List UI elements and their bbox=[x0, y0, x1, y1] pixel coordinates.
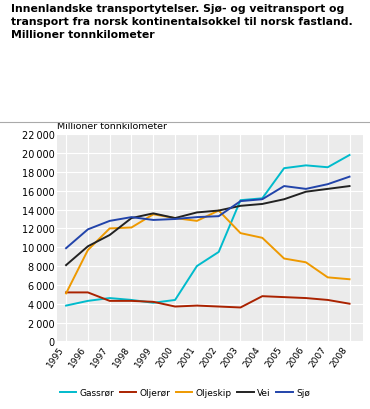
Oljeskip bbox=[260, 236, 265, 240]
Gassrør bbox=[216, 250, 221, 255]
Oljerør bbox=[282, 295, 286, 300]
Text: Millioner tonnkilometer: Millioner tonnkilometer bbox=[57, 122, 167, 131]
Oljerør bbox=[64, 290, 68, 295]
Gassrør bbox=[260, 196, 265, 201]
Sjø bbox=[216, 214, 221, 219]
Sjø bbox=[326, 182, 330, 187]
Oljeskip bbox=[238, 231, 243, 236]
Sjø bbox=[260, 197, 265, 202]
Oljeskip bbox=[107, 227, 112, 231]
Vei bbox=[129, 216, 134, 221]
Text: Innenlandske transportytelser. Sjø- og veitransport og
transport fra norsk konti: Innenlandske transportytelser. Sjø- og v… bbox=[11, 4, 353, 40]
Vei bbox=[260, 202, 265, 207]
Oljeskip bbox=[151, 212, 155, 217]
Gassrør bbox=[304, 164, 308, 169]
Vei bbox=[107, 233, 112, 238]
Sjø bbox=[151, 218, 155, 223]
Sjø bbox=[304, 187, 308, 192]
Oljeskip bbox=[347, 277, 352, 282]
Sjø bbox=[195, 215, 199, 220]
Oljerør bbox=[151, 300, 155, 305]
Oljeskip bbox=[326, 275, 330, 280]
Oljerør bbox=[173, 304, 177, 309]
Gassrør bbox=[85, 299, 90, 303]
Vei bbox=[238, 204, 243, 209]
Sjø bbox=[282, 184, 286, 189]
Vei bbox=[173, 216, 177, 221]
Line: Gassrør: Gassrør bbox=[66, 155, 350, 306]
Vei bbox=[195, 211, 199, 216]
Sjø bbox=[347, 175, 352, 180]
Gassrør bbox=[129, 298, 134, 303]
Oljeskip bbox=[129, 225, 134, 230]
Gassrør bbox=[151, 301, 155, 306]
Gassrør bbox=[64, 303, 68, 308]
Oljerør bbox=[107, 299, 112, 303]
Oljeskip bbox=[85, 248, 90, 253]
Oljeskip bbox=[195, 219, 199, 224]
Gassrør bbox=[173, 298, 177, 303]
Gassrør bbox=[195, 264, 199, 269]
Vei bbox=[347, 184, 352, 189]
Oljeskip bbox=[64, 291, 68, 296]
Vei bbox=[85, 244, 90, 249]
Legend: Gassrør, Oljerør, Oljeskip, Vei, Sjø: Gassrør, Oljerør, Oljeskip, Vei, Sjø bbox=[56, 384, 314, 400]
Vei bbox=[282, 197, 286, 202]
Oljerør bbox=[326, 298, 330, 303]
Oljeskip bbox=[304, 260, 308, 265]
Sjø bbox=[64, 246, 68, 251]
Sjø bbox=[85, 227, 90, 232]
Oljerør bbox=[347, 301, 352, 306]
Gassrør bbox=[347, 153, 352, 158]
Oljeskip bbox=[216, 209, 221, 213]
Oljeskip bbox=[173, 216, 177, 221]
Line: Vei: Vei bbox=[66, 187, 350, 265]
Vei bbox=[64, 263, 68, 268]
Line: Oljeskip: Oljeskip bbox=[66, 211, 350, 294]
Gassrør bbox=[282, 166, 286, 171]
Gassrør bbox=[238, 198, 243, 203]
Gassrør bbox=[107, 296, 112, 301]
Sjø bbox=[129, 215, 134, 220]
Oljerør bbox=[304, 296, 308, 301]
Oljerør bbox=[85, 290, 90, 295]
Sjø bbox=[238, 199, 243, 204]
Oljeskip bbox=[282, 256, 286, 261]
Oljerør bbox=[129, 299, 134, 303]
Oljerør bbox=[195, 303, 199, 308]
Sjø bbox=[173, 217, 177, 222]
Vei bbox=[326, 187, 330, 192]
Oljerør bbox=[216, 304, 221, 309]
Sjø bbox=[107, 219, 112, 224]
Gassrør bbox=[326, 165, 330, 170]
Vei bbox=[304, 190, 308, 195]
Vei bbox=[151, 211, 155, 216]
Line: Sjø: Sjø bbox=[66, 177, 350, 249]
Oljerør bbox=[260, 294, 265, 299]
Vei bbox=[216, 209, 221, 213]
Line: Oljerør: Oljerør bbox=[66, 293, 350, 308]
Oljerør bbox=[238, 305, 243, 310]
